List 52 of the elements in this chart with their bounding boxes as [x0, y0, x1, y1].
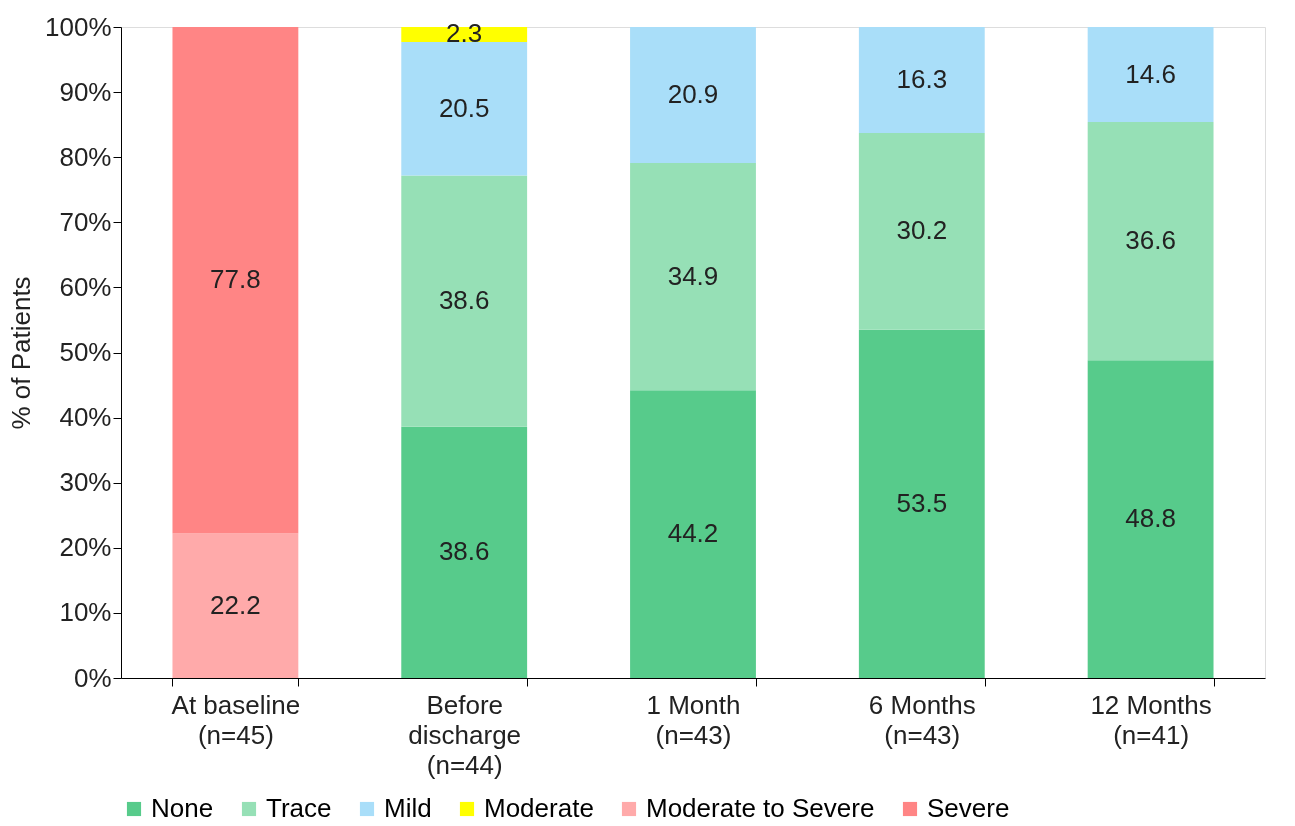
data-label: 16.3 — [896, 64, 948, 95]
bar — [630, 163, 756, 391]
y-tick-label: 10% — [59, 597, 112, 628]
bar — [1087, 27, 1214, 123]
data-label: 38.6 — [438, 285, 490, 316]
data-label: 20.5 — [438, 92, 490, 123]
legend-label: None — [151, 793, 214, 823]
data-label: 53.5 — [896, 487, 948, 518]
data-label: 34.9 — [667, 260, 719, 291]
y-axis-title: % of Patients — [6, 276, 36, 430]
bar — [630, 27, 756, 164]
bar — [858, 329, 985, 678]
data-label: 44.2 — [667, 518, 719, 549]
bar — [401, 426, 528, 678]
x-tick-label: 12 Months (n=41) — [1090, 689, 1212, 750]
bar — [630, 390, 756, 678]
data-label: 77.8 — [210, 264, 261, 295]
bar — [858, 133, 985, 330]
bar — [401, 41, 528, 176]
legend-label: Mild — [384, 793, 432, 823]
y-tick-label: 20% — [59, 532, 112, 563]
x-tick-label: Before discharge (n=44) — [408, 689, 522, 780]
bar — [1087, 122, 1214, 361]
bar — [1087, 360, 1214, 678]
legend-label: Trace — [266, 793, 332, 823]
bar — [858, 27, 985, 134]
data-label: 20.9 — [667, 79, 719, 110]
x-tick-label: 6 Months (n=43) — [868, 689, 976, 750]
data-label: 2.3 — [446, 18, 483, 49]
bar — [172, 27, 299, 534]
x-tick-label: At baseline (n=45) — [171, 689, 301, 750]
y-tick-label: 80% — [59, 141, 112, 172]
data-label: 38.6 — [438, 536, 490, 567]
data-label: 30.2 — [896, 215, 948, 246]
legend-label: Severe — [927, 793, 1010, 823]
data-label: 22.2 — [210, 589, 261, 620]
data-label: 14.6 — [1125, 58, 1176, 89]
y-tick-label: 100% — [45, 11, 112, 42]
y-tick-label: 60% — [59, 271, 112, 302]
y-tick-label: 30% — [59, 467, 112, 498]
bar — [401, 175, 528, 427]
y-tick-label: 50% — [59, 337, 112, 367]
y-tick-label: 90% — [59, 76, 112, 107]
legend-label: Moderate to Severe — [646, 793, 875, 823]
data-label: 48.8 — [1125, 503, 1176, 534]
y-tick-label: 40% — [59, 402, 112, 433]
y-tick-label: 0% — [73, 662, 112, 693]
x-tick-label: 1 Month (n=43) — [646, 689, 741, 750]
legend-label: Moderate — [484, 793, 594, 823]
bar — [172, 533, 299, 678]
data-label: 36.6 — [1125, 225, 1176, 256]
y-tick-label: 70% — [59, 206, 112, 237]
